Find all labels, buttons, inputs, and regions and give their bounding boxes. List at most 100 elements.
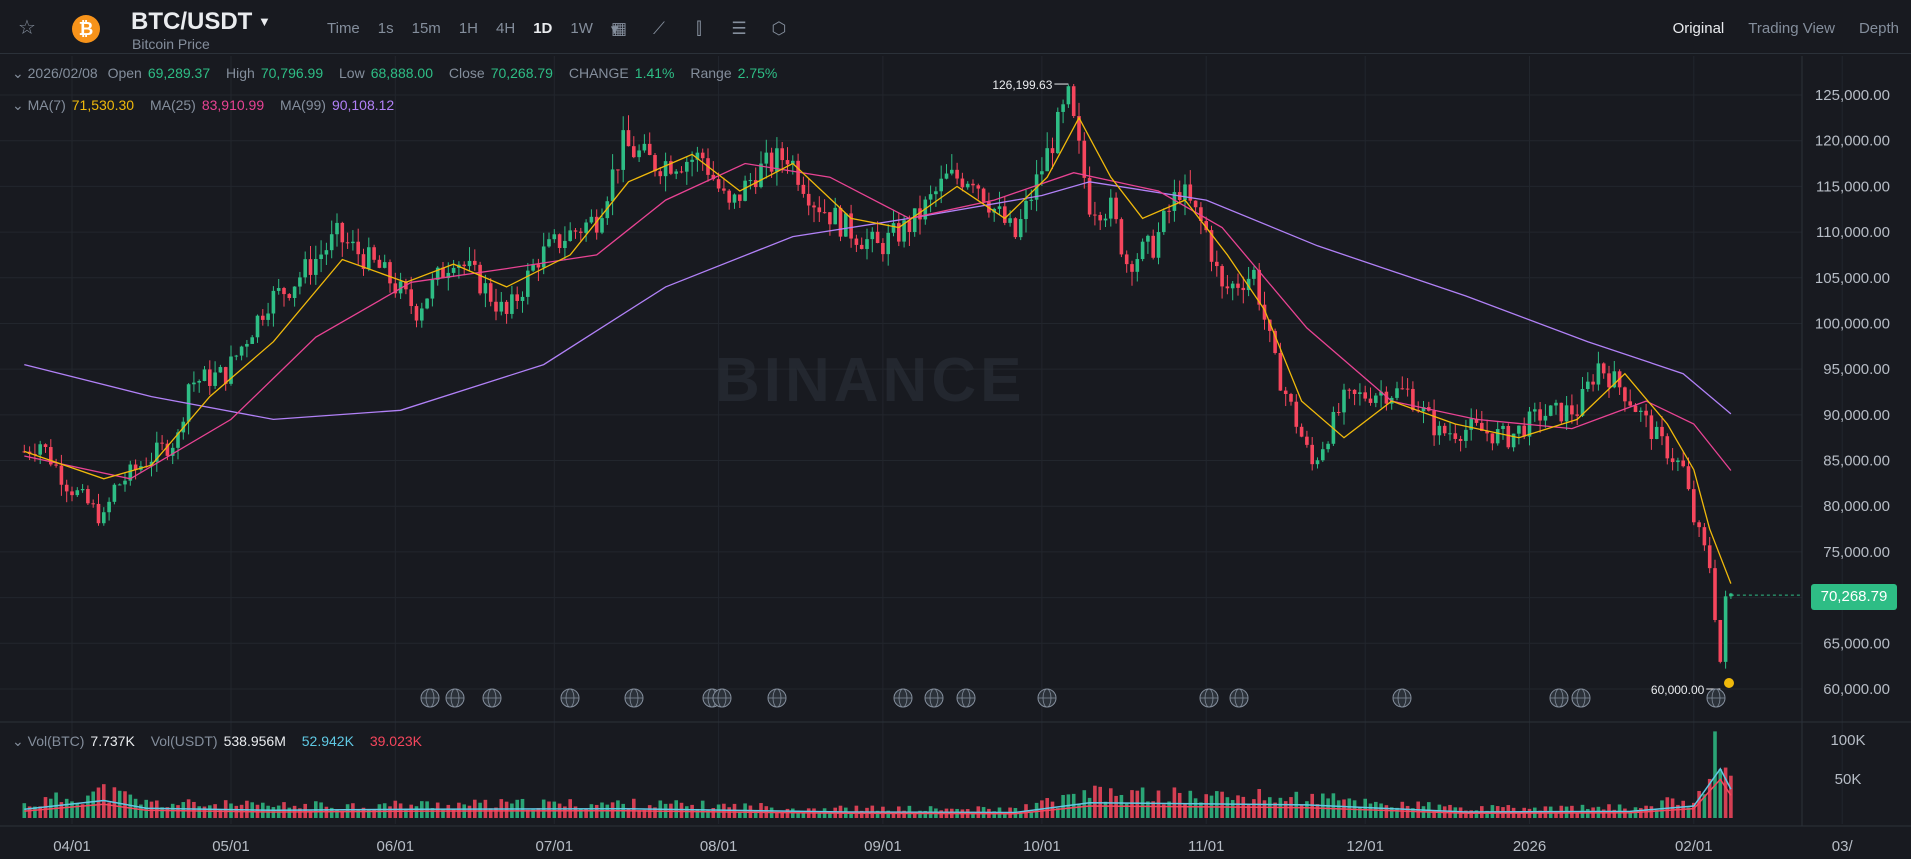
collapse-icon[interactable]: ⌄ [12, 733, 24, 749]
candle-body [838, 207, 843, 237]
star-icon[interactable]: ☆ [18, 17, 36, 39]
volume-bar [1310, 793, 1314, 818]
candle-body [939, 178, 943, 192]
candle-body [557, 234, 562, 249]
candle-body [1204, 221, 1208, 231]
candle-body [812, 205, 816, 208]
candle-body [420, 308, 424, 321]
volume-bar [33, 806, 37, 818]
globe-icon-meridian [1042, 688, 1052, 708]
candle-body [881, 243, 885, 255]
candle-body [1347, 389, 1352, 391]
candle-body [1363, 392, 1367, 399]
candle-body [234, 355, 239, 357]
interval-1w[interactable]: 1W [570, 20, 593, 37]
pair-title[interactable]: BTC/USDT [131, 8, 253, 35]
volume-bar [817, 811, 822, 818]
volume-bar [1177, 792, 1182, 818]
candle-body [981, 188, 986, 202]
high-label: High [226, 65, 255, 81]
volume-bar [38, 806, 42, 818]
indicator-icon[interactable]: ⟋ [653, 19, 665, 38]
volume-bar [1056, 808, 1060, 818]
volume-bar [128, 794, 133, 818]
candle-body [1199, 207, 1203, 222]
globe-icon-meridian [1234, 688, 1244, 708]
chevron-down-icon[interactable]: ▼ [258, 14, 271, 29]
candle-body [282, 288, 286, 295]
collapse-icon[interactable]: ⌄ [12, 97, 24, 113]
candle-body [319, 254, 323, 260]
candle-body [907, 220, 912, 232]
candle-body [976, 185, 981, 189]
volume-bar [1077, 804, 1081, 818]
vol-btc-label: Vol(BTC) [27, 733, 85, 749]
volume-bar [1124, 803, 1129, 818]
candle-body [1130, 264, 1134, 272]
volume-bar [1469, 810, 1473, 818]
ma25-label: MA(25) [149, 97, 196, 113]
interval-time[interactable]: Time [327, 20, 360, 37]
candle-body [1087, 177, 1092, 215]
volume-bar [828, 811, 832, 818]
tab-original[interactable]: Original [1672, 20, 1725, 37]
calendar-icon[interactable]: ▦ [610, 19, 628, 38]
volume-bar [155, 800, 159, 818]
candle-body [1103, 218, 1108, 221]
candle-body [1538, 409, 1542, 421]
volume-bar [59, 802, 64, 818]
collapse-icon[interactable]: ⌄ [12, 65, 24, 81]
x-tick-label: 11/01 [1188, 838, 1224, 855]
candle-body [1151, 235, 1155, 258]
volume-bar [552, 801, 557, 818]
pair-subtitle[interactable]: Bitcoin Price [132, 36, 210, 52]
candle-body [356, 241, 360, 255]
globe-event-icon [712, 688, 732, 708]
volume-bar [372, 808, 376, 818]
candle-body [298, 277, 302, 287]
y-tick-label: 95,000.00 [1823, 361, 1890, 378]
candle-body [934, 191, 938, 195]
candle-body [663, 161, 668, 177]
candle-body [669, 161, 673, 174]
more-icon[interactable]: ⬡ [771, 19, 787, 38]
interval-1h[interactable]: 1H [458, 20, 478, 37]
candle-body [573, 230, 578, 232]
interval-15m[interactable]: 15m [411, 20, 441, 37]
candle-body [1262, 304, 1267, 320]
tab-trading-view[interactable]: Trading View [1748, 20, 1835, 37]
candle-body [1167, 210, 1171, 212]
x-tick-label: 12/01 [1346, 838, 1384, 855]
binance-watermark: BINANCE [715, 346, 1026, 415]
candle-body [1225, 286, 1230, 289]
close-label: Close [448, 65, 485, 81]
candle-body [610, 169, 615, 202]
volume-legend: ⌄ Vol(BTC) 7.737K Vol(USDT) 538.956M 52.94… [12, 733, 422, 750]
tab-depth[interactable]: Depth [1858, 20, 1899, 37]
interval-1s[interactable]: 1s [377, 20, 394, 37]
volume-bar [1130, 790, 1134, 818]
candle-body [637, 150, 641, 158]
candle-type-icon[interactable]: ⫿ [696, 19, 702, 38]
x-tick-label: 04/01 [53, 838, 91, 855]
volume-bar [1411, 808, 1415, 818]
volume-bar [1347, 798, 1352, 818]
interval-selector: Time 1s 15m 1H 4H 1D 1W ▾ [318, 20, 627, 38]
candle-body [1336, 411, 1341, 413]
settings-icon[interactable]: ☰ [731, 19, 747, 38]
candle-body [1119, 219, 1124, 255]
candle-body [1230, 283, 1235, 289]
moving-average-lines [24, 116, 1732, 584]
interval-more-icon[interactable]: ▾ [610, 21, 619, 38]
low-marker-label: 60,000.00 [1651, 683, 1705, 697]
interval-1d[interactable]: 1D [533, 20, 553, 37]
candle-body [1018, 219, 1023, 238]
x-tick-label: 06/01 [377, 838, 415, 855]
candle-body [1469, 418, 1473, 430]
interval-4h[interactable]: 4H [496, 20, 516, 37]
volume-bar [1384, 805, 1389, 818]
y-tick-label: 125,000.00 [1815, 87, 1890, 104]
candle-body [1501, 425, 1505, 430]
candle-body [261, 315, 265, 320]
